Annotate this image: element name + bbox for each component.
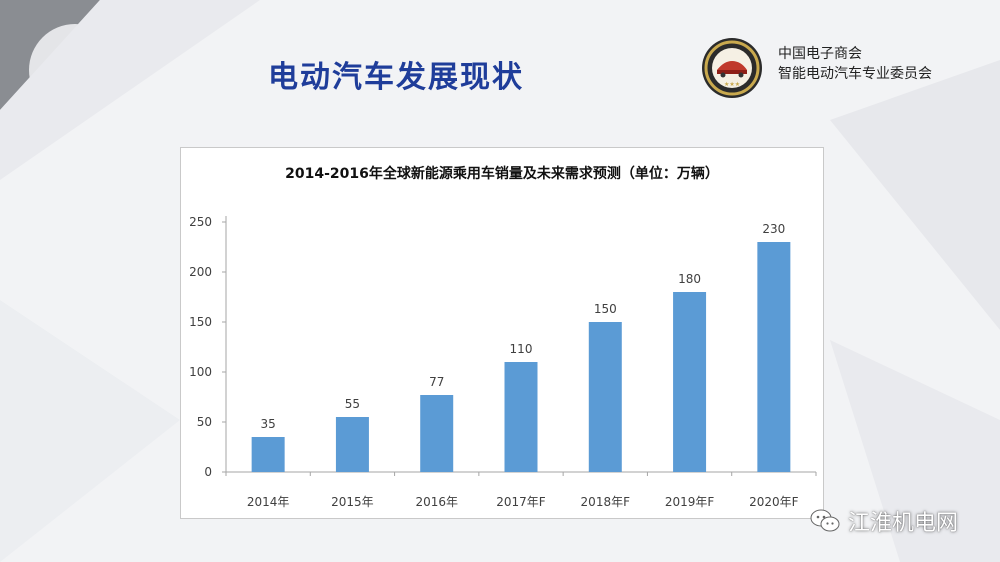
chart-frame: 2014-2016年全球新能源乘用车销量及未来需求预测（单位：万辆） 0 50 10… (180, 147, 824, 519)
y-tick-label: 150 (189, 315, 212, 329)
data-label: 35 (261, 417, 276, 431)
bar (757, 242, 791, 472)
bg-shape (0, 0, 260, 180)
x-tick-label: 2017年F (496, 495, 546, 509)
x-tick-label: 2016年 (415, 495, 458, 509)
bar (504, 362, 538, 472)
watermark-text: 江淮机电网 (848, 511, 959, 536)
organization-line1: 中国电子商会 (778, 46, 862, 62)
organization-line2: 智能电动汽车专业委员会 (778, 66, 932, 82)
x-tick-label: 2020年F (749, 495, 799, 509)
data-label: 180 (678, 272, 701, 286)
x-tick-label: 2014年 (247, 495, 290, 509)
data-label: 230 (762, 222, 785, 236)
bg-shape (0, 300, 180, 562)
data-label: 77 (429, 375, 444, 389)
watermark: 江淮机电网 (810, 504, 958, 538)
svg-text:★★★: ★★★ (724, 81, 740, 88)
x-tick-label: 2018年F (581, 495, 631, 509)
chart-title: 2014-2016年全球新能源乘用车销量及未来需求预测（单位：万辆） (285, 165, 719, 182)
slide-title: 电动汽车发展现状 (268, 60, 524, 95)
data-label: 55 (345, 397, 360, 411)
y-tick-label: 0 (204, 465, 212, 479)
organization-logo: ★★★ (702, 38, 762, 98)
y-tick-label: 100 (189, 365, 212, 379)
chart-marks: 35 2014年 55 2015年 77 2016年 110 2017年F 150 2018年F 1… (247, 222, 799, 509)
bar (251, 437, 285, 472)
x-tick-label: 2019年F (665, 495, 715, 509)
chart-axes: 0 50 100 150 200 250 (189, 215, 817, 479)
y-tick-label: 50 (197, 415, 212, 429)
bar (335, 417, 369, 472)
y-tick-label: 250 (189, 215, 212, 229)
wechat-icon (810, 509, 840, 532)
bg-shape (830, 340, 1000, 562)
x-tick-label: 2015年 (331, 495, 374, 509)
bar (420, 395, 454, 472)
bar (673, 292, 707, 472)
organization-name: 中国电子商会 智能电动汽车专业委员会 (778, 44, 932, 84)
data-label: 150 (594, 302, 617, 316)
data-label: 110 (510, 342, 533, 356)
bar-chart: 2014-2016年全球新能源乘用车销量及未来需求预测（单位：万辆） 0 50 10… (189, 165, 817, 509)
y-tick-label: 200 (189, 265, 212, 279)
bar (588, 322, 622, 472)
bg-shape (830, 60, 1000, 330)
